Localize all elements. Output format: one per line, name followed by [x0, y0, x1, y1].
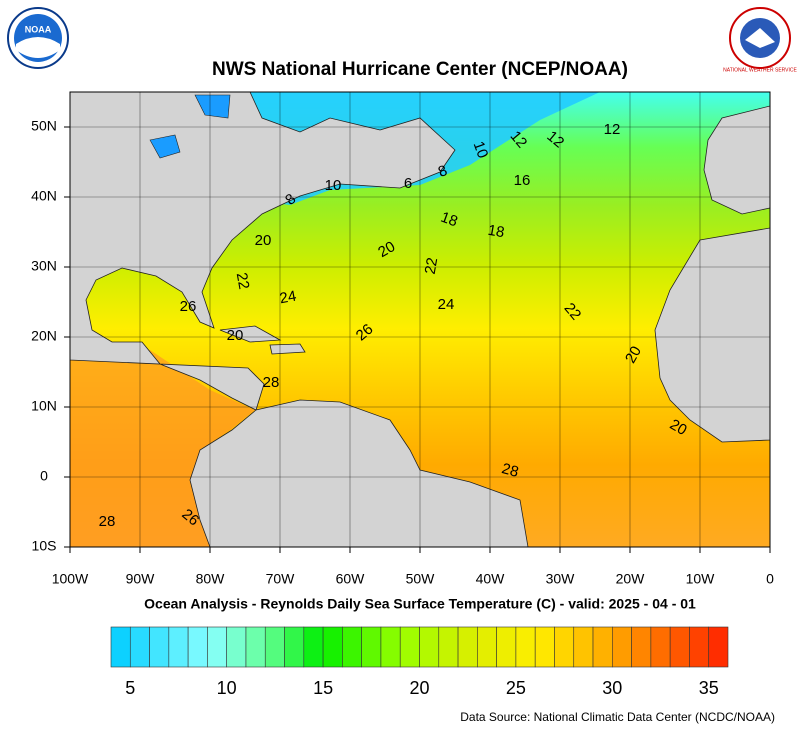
colorbar-label: 35	[699, 678, 719, 698]
lat-label: 0	[40, 468, 48, 484]
lon-label: 70W	[266, 571, 296, 587]
colorbar-label: 5	[125, 678, 135, 698]
colorbar-label: 20	[409, 678, 429, 698]
lat-label: 10S	[32, 538, 57, 554]
colorbar-cell	[708, 626, 729, 668]
lon-label: 80W	[196, 571, 226, 587]
lon-label: 60W	[336, 571, 366, 587]
colorbar-cell	[515, 626, 536, 668]
colorbar-cell	[149, 626, 170, 668]
colorbar-cell	[477, 626, 497, 668]
colorbar-cell	[438, 626, 459, 668]
contour-label: 20	[255, 232, 272, 249]
contour-label: 22	[233, 271, 253, 290]
colorbar-cell	[554, 626, 575, 668]
colorbar-label: 10	[217, 678, 237, 698]
colorbar-cell	[689, 626, 710, 668]
colorbar-cell	[168, 626, 189, 668]
colorbar-cell	[399, 626, 420, 668]
contour-label: 16	[514, 172, 531, 189]
colorbar-cell	[380, 626, 401, 668]
contour-label: 10	[325, 177, 342, 194]
contour-label: 20	[622, 343, 645, 366]
nws-logo: NATIONAL WEATHER SERVICE	[723, 7, 798, 73]
colorbar-cell	[110, 626, 131, 668]
contour-label: 28	[263, 374, 280, 391]
lat-label: 10N	[31, 398, 57, 414]
colorbar-cell	[342, 626, 362, 668]
lat-label: 30N	[31, 258, 57, 274]
contour-label: 28	[99, 513, 116, 530]
colorbar-cell	[284, 626, 305, 668]
colorbar-cell	[361, 626, 382, 668]
contour-label: 18	[486, 222, 505, 242]
colorbar-cell	[612, 626, 632, 668]
colorbar-cell	[573, 626, 594, 668]
contour-label: 20	[375, 238, 398, 261]
lon-label: 10W	[686, 571, 716, 587]
lon-label: 20W	[616, 571, 646, 587]
contour-label: 6	[404, 175, 412, 192]
logo-text: NOAA	[25, 24, 52, 34]
colorbar-cell	[592, 626, 613, 668]
logo-text: NATIONAL WEATHER SERVICE	[723, 67, 797, 73]
lon-label: 50W	[406, 571, 436, 587]
contour-label: 18	[438, 209, 459, 231]
colorbar-cell	[419, 626, 440, 668]
lat-label: 20N	[31, 328, 57, 344]
contour-label: 12	[604, 121, 621, 138]
colorbar-cell	[187, 626, 208, 668]
lon-label: 30W	[546, 571, 576, 587]
contour-label: 20	[667, 416, 690, 439]
colorbar-cell	[245, 626, 266, 668]
lon-label: 40W	[476, 571, 506, 587]
colorbar-cell	[226, 626, 247, 668]
colorbar-label: 30	[602, 678, 622, 698]
noaa-logo: NOAA	[7, 7, 69, 69]
colorbar-cell	[322, 626, 343, 668]
data-source: Data Source: National Climatic Data Cent…	[460, 710, 775, 724]
contour-label: 24	[278, 288, 297, 308]
colorbar-cell	[669, 626, 690, 668]
contour-label: 26	[180, 298, 197, 315]
map-frame	[69, 91, 771, 548]
colorbar-cell	[534, 626, 555, 668]
lon-label: 90W	[126, 571, 156, 587]
colorbar-cell	[496, 626, 517, 668]
colorbar-cell	[650, 626, 671, 668]
contour-label: 22	[422, 256, 442, 275]
contour-label: 20	[227, 327, 244, 344]
colorbar-cell	[207, 626, 227, 668]
lat-label: 40N	[31, 188, 57, 204]
colorbar-label: 25	[506, 678, 526, 698]
colorbar-cell	[631, 626, 652, 668]
colorbar-cell	[457, 626, 478, 668]
colorbar-cell	[264, 626, 285, 668]
caption: Ocean Analysis - Reynolds Daily Sea Surf…	[144, 596, 696, 612]
colorbar-cell	[303, 626, 324, 668]
colorbar-cell	[129, 626, 150, 668]
lon-label: 100W	[52, 571, 89, 587]
contour-label: 10	[470, 139, 492, 160]
lat-label: 50N	[31, 118, 57, 134]
lon-label: 0	[766, 571, 774, 587]
colorbar: 5 10 15 20 25 30 35	[110, 626, 729, 698]
contour-label: 28	[500, 460, 521, 481]
colorbar-label: 15	[313, 678, 333, 698]
title: NWS National Hurricane Center (NCEP/NOAA…	[212, 59, 628, 80]
contour-label: 24	[438, 296, 455, 313]
